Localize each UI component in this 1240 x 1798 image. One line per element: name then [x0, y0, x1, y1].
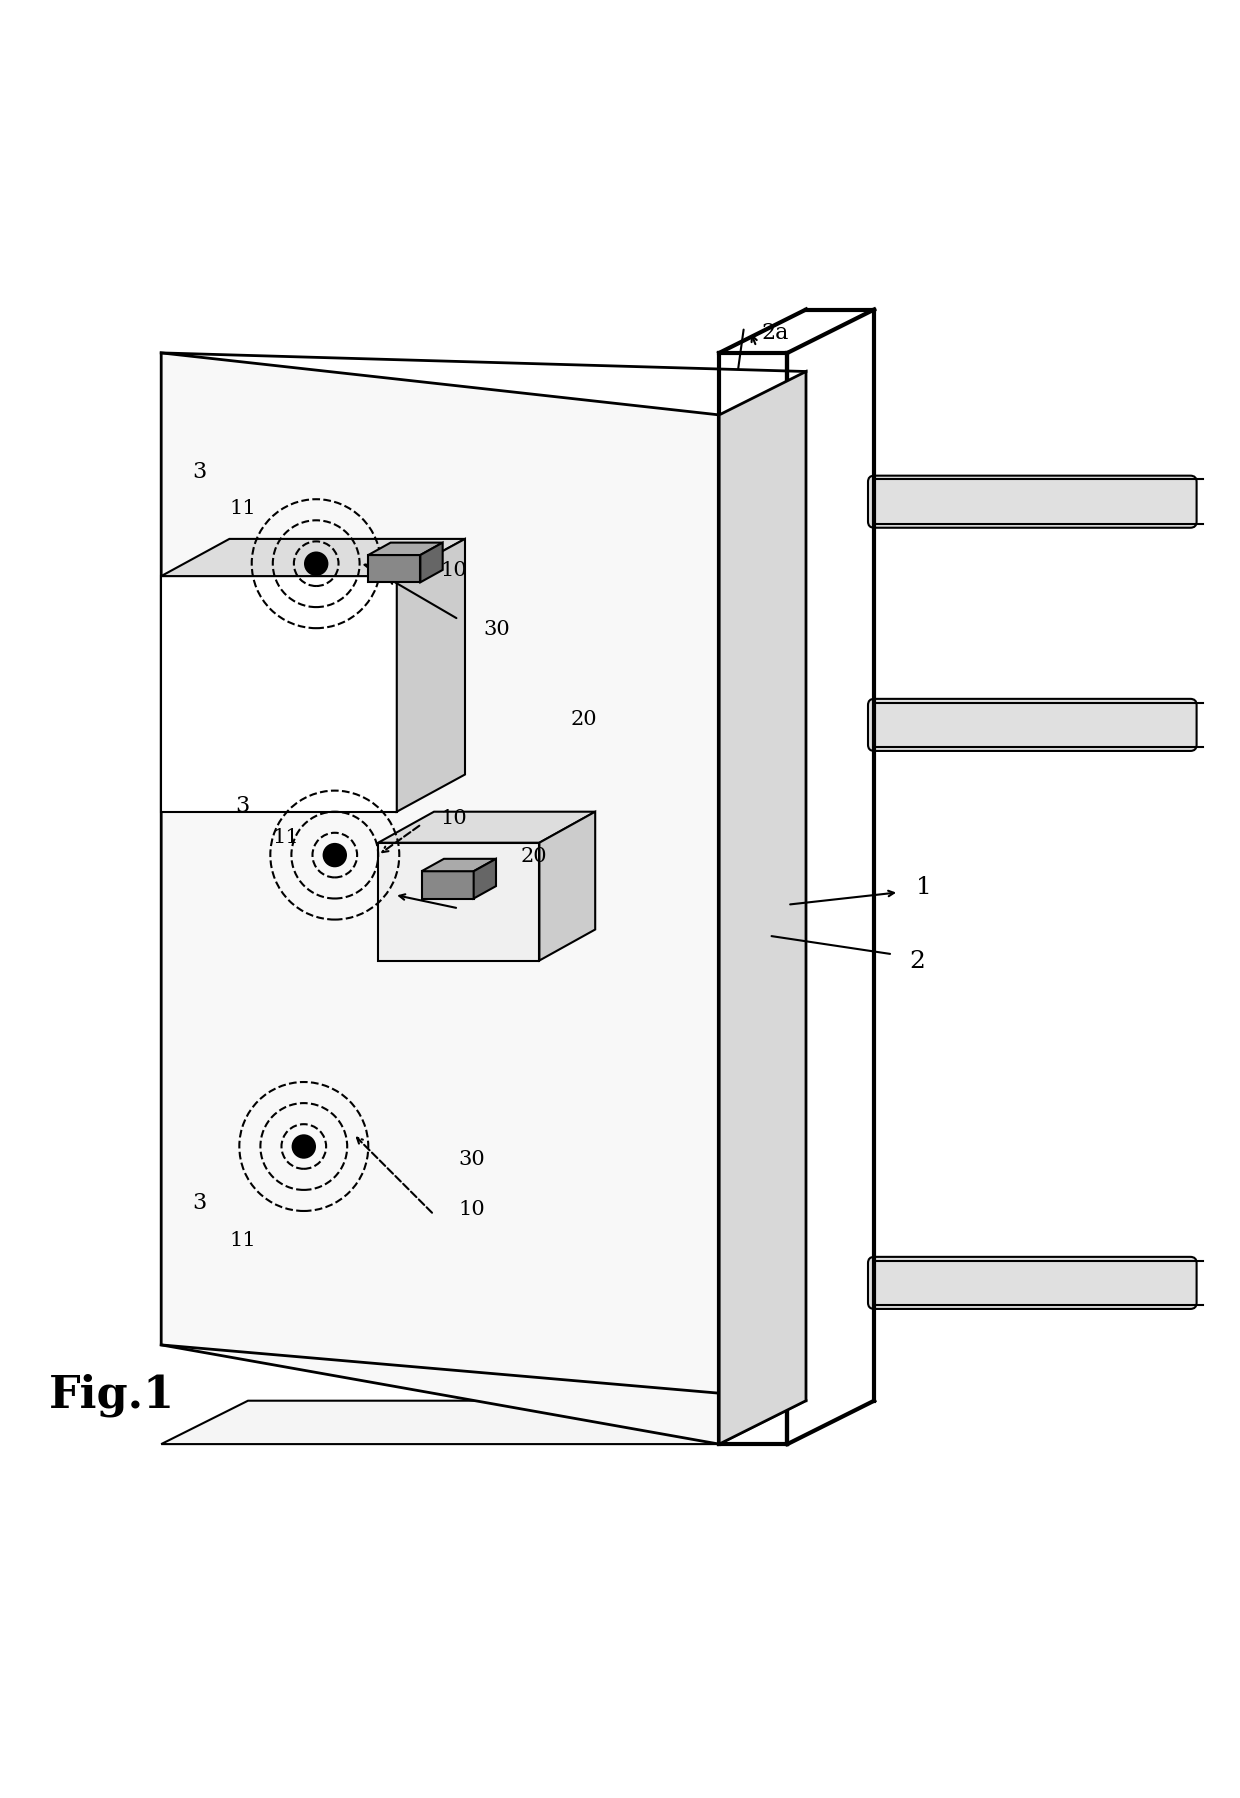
Text: 3: 3 [236, 795, 249, 816]
FancyBboxPatch shape [868, 699, 1197, 752]
Polygon shape [420, 543, 443, 583]
Text: 2a: 2a [761, 322, 789, 343]
Text: 3: 3 [192, 1192, 206, 1214]
Polygon shape [422, 872, 474, 899]
Polygon shape [474, 859, 496, 899]
Text: 11: 11 [273, 827, 300, 847]
Text: 10: 10 [440, 561, 467, 581]
Text: 20: 20 [570, 710, 596, 728]
Polygon shape [368, 556, 420, 583]
Text: 11: 11 [229, 1230, 257, 1250]
FancyBboxPatch shape [868, 476, 1197, 529]
Polygon shape [378, 843, 539, 960]
Bar [184, 599, 374, 789]
Circle shape [324, 845, 346, 867]
Polygon shape [161, 577, 397, 813]
Text: 10: 10 [440, 809, 467, 827]
Text: Fig.1: Fig.1 [48, 1374, 175, 1417]
Text: 11: 11 [229, 500, 257, 518]
Text: 2: 2 [910, 949, 925, 973]
Text: 10: 10 [459, 1199, 486, 1219]
Polygon shape [161, 1401, 806, 1444]
Polygon shape [422, 859, 496, 872]
Text: 30: 30 [459, 1149, 486, 1169]
Polygon shape [161, 539, 465, 577]
Text: 20: 20 [521, 847, 547, 865]
Text: 30: 30 [484, 619, 511, 638]
Polygon shape [397, 539, 465, 813]
Circle shape [293, 1136, 315, 1158]
Polygon shape [378, 813, 595, 843]
Polygon shape [719, 372, 806, 1444]
Text: 1: 1 [916, 876, 931, 897]
Circle shape [305, 554, 327, 575]
Polygon shape [539, 813, 595, 960]
Polygon shape [368, 543, 443, 556]
FancyBboxPatch shape [868, 1257, 1197, 1309]
Polygon shape [161, 354, 719, 1444]
Text: 3: 3 [192, 460, 206, 482]
